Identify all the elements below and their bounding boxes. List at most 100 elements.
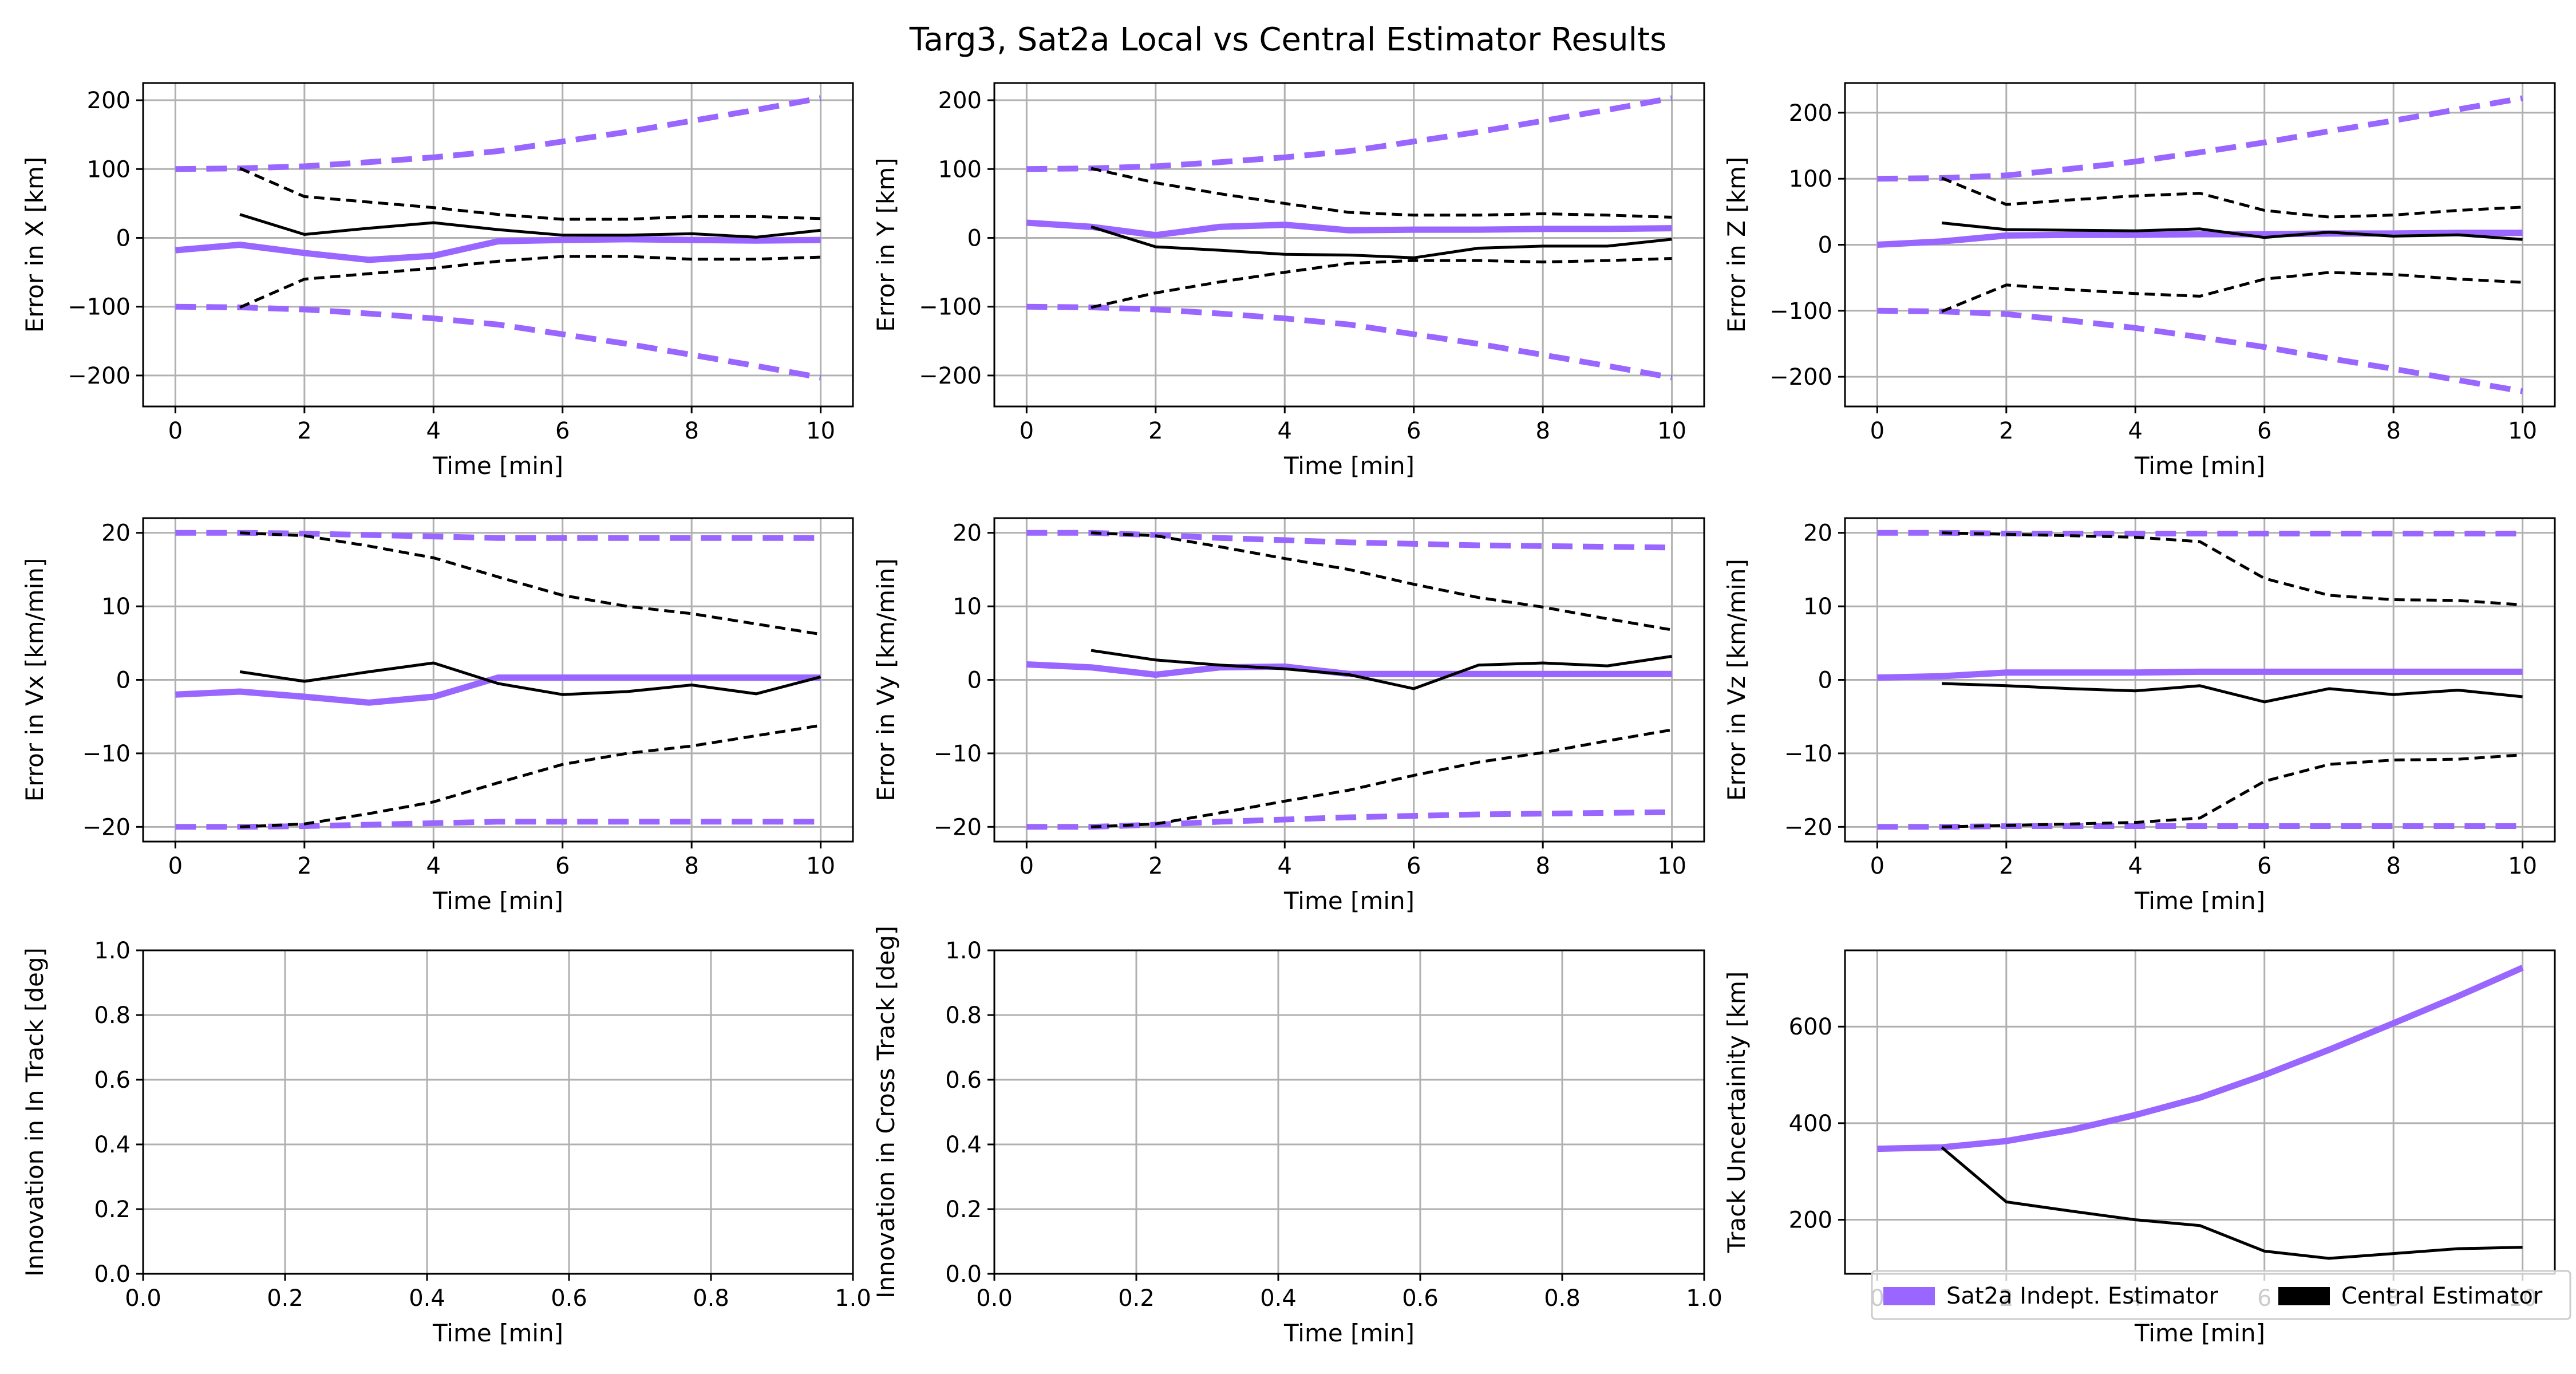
x-tick-label: 0 — [1020, 853, 1034, 879]
series-central-error — [239, 661, 821, 696]
x-tick-label: 0.2 — [267, 1285, 303, 1312]
y-axis-label: Error in Vz [km/min] — [1722, 559, 1751, 801]
axes-frame — [993, 82, 1705, 408]
series-local-bound-upper — [175, 530, 821, 541]
x-tick-label: 0.8 — [1544, 1285, 1581, 1312]
x-tick-label: 2 — [1999, 418, 2013, 444]
x-tick-label: 2 — [1999, 853, 2013, 879]
y-tick-label: 100 — [1789, 166, 1832, 192]
y-tick-label: 0.0 — [94, 1261, 131, 1288]
y-tick-label: 1.0 — [945, 938, 982, 964]
x-tick-label: 0.4 — [409, 1285, 445, 1312]
x-axis-label: Time [min] — [432, 1319, 563, 1347]
series-local-bound-upper — [1026, 530, 1672, 551]
y-axis-label: Innovation in In Track [deg] — [21, 947, 49, 1277]
subplot-2: 0 2 4 6 8 10 −200 −100 0 100 200 Time [min] Error in… — [872, 82, 1705, 480]
series-central-bound-upper — [1942, 531, 2523, 606]
series-central-bound-lower — [1091, 728, 1673, 828]
x-tick-label: 0.2 — [1118, 1285, 1155, 1312]
y-tick-label: 20 — [953, 520, 982, 547]
series-central-bound-lower — [239, 724, 821, 828]
y-tick-label: 0.6 — [945, 1067, 982, 1093]
y-tick-label: 0.8 — [94, 1002, 131, 1029]
x-tick-label: 0 — [1870, 853, 1884, 879]
y-axis-label: Error in Vx [km/min] — [21, 558, 49, 802]
x-tick-label: 1.0 — [835, 1285, 871, 1312]
x-tick-label: 1.0 — [1686, 1285, 1722, 1312]
series-central-bound-lower — [1942, 753, 2523, 828]
plot-area — [175, 530, 821, 830]
x-tick-label: 10 — [1657, 853, 1686, 879]
x-axis-label: Time [min] — [2134, 1319, 2265, 1347]
x-tick-label: 6 — [1406, 418, 1421, 444]
x-tick-label: 8 — [1535, 853, 1550, 879]
axes-frame — [993, 517, 1705, 843]
legend-swatch-central — [2278, 1287, 2330, 1305]
y-tick-label: 0.0 — [945, 1261, 982, 1288]
series-local-error — [1877, 668, 2523, 681]
y-tick-label: 600 — [1789, 1014, 1832, 1040]
series-central-error — [1091, 649, 1672, 690]
axes-frame — [142, 517, 854, 843]
y-tick-label: 0 — [967, 668, 982, 694]
subplot-9: 0246810200400600Time [min]Track Uncertai… — [1722, 949, 2556, 1347]
series-central-bound-lower — [1091, 257, 1672, 309]
series-local-error — [175, 236, 821, 263]
y-tick-label: 200 — [87, 88, 131, 114]
y-tick-label: −10 — [82, 741, 131, 767]
subplot-5: 0 2 4 6 8 10 −20 −10 0 10 20 Time [min] Error in Vy … — [872, 517, 1705, 915]
series-local-bound-lower — [1026, 303, 1673, 381]
y-tick-label: 0 — [116, 225, 131, 251]
series-central-error — [1941, 221, 2523, 241]
series-local-bound-upper — [1877, 530, 2523, 536]
legend-label-local: Sat2a Indept. Estimator — [1946, 1283, 2218, 1309]
y-tick-label: 20 — [101, 520, 131, 547]
x-tick-label: 8 — [684, 853, 698, 879]
x-tick-label: 2 — [297, 853, 311, 879]
plot-area — [1877, 530, 2523, 830]
y-tick-label: 0.8 — [945, 1002, 982, 1029]
y-tick-label: 200 — [938, 88, 982, 114]
x-tick-label: 8 — [684, 418, 698, 444]
y-tick-label: −200 — [919, 363, 982, 389]
x-axis-label: Time [min] — [1283, 452, 1415, 480]
x-tick-label: 0.0 — [125, 1285, 161, 1312]
y-axis-label: Innovation in Cross Track [deg] — [872, 926, 900, 1298]
series-central-bound-upper — [239, 531, 821, 636]
series-local-bound-lower — [1026, 809, 1672, 830]
y-tick-label: 0 — [116, 668, 131, 694]
x-tick-label: 10 — [806, 418, 835, 444]
series-central-bound-upper — [239, 167, 821, 221]
y-axis-label: Error in Z [km] — [1722, 157, 1751, 333]
x-tick-label: 8 — [1535, 418, 1550, 444]
series-local-bound-upper — [175, 95, 821, 172]
x-tick-label: 0 — [1870, 418, 1884, 444]
series-local-error — [1877, 965, 2524, 1152]
y-axis-label: Track Uncertainity [km] — [1722, 972, 1751, 1254]
series-local-bound-lower — [1877, 823, 2523, 830]
y-tick-label: 0 — [1818, 668, 1832, 694]
series-central-bound-upper — [1941, 176, 2523, 219]
y-tick-label: 0.4 — [94, 1132, 131, 1158]
x-tick-label: 2 — [1148, 853, 1163, 879]
y-tick-label: −10 — [934, 741, 982, 767]
plot-area — [1877, 965, 2524, 1260]
y-tick-label: 10 — [101, 594, 131, 620]
y-tick-label: 20 — [1803, 520, 1832, 547]
x-tick-label: 2 — [297, 418, 311, 444]
axes-frame — [1844, 82, 2556, 408]
axes-frame — [1844, 517, 2556, 843]
y-tick-label: 400 — [1789, 1111, 1832, 1137]
x-tick-label: 4 — [426, 853, 441, 879]
series-local-bound-upper — [1026, 95, 1673, 172]
x-tick-label: 4 — [2128, 853, 2143, 879]
series-central-bound-upper — [1091, 531, 1673, 631]
legend-swatch-local — [1883, 1287, 1935, 1305]
x-tick-label: 4 — [2128, 418, 2143, 444]
series-local-bound-lower — [1877, 307, 2523, 394]
x-tick-label: 0 — [1020, 418, 1034, 444]
x-axis-label: Time [min] — [2134, 452, 2265, 480]
y-axis-label: Error in Y [km] — [872, 157, 900, 331]
y-axis-label: Error in X [km] — [21, 157, 49, 333]
